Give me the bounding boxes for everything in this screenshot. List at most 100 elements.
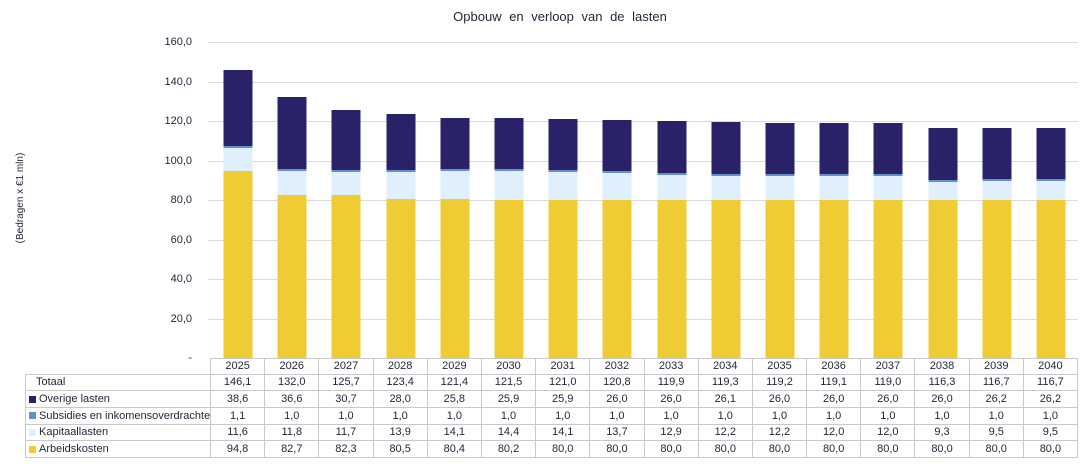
- year-header-cell: 2025: [211, 358, 266, 375]
- y-tick-label: 20,0: [170, 312, 192, 325]
- table-corner-cell: [25, 358, 211, 375]
- table-value-cell: 116,7: [969, 374, 1024, 392]
- bar-segment: [548, 170, 578, 173]
- bar-column-2038: [915, 42, 969, 358]
- bar-segment: [331, 170, 361, 173]
- bar-segment: [386, 171, 416, 200]
- table-value-cell: 80,5: [373, 441, 428, 458]
- table-value-cell: 26,0: [915, 391, 970, 408]
- bar-segment: [982, 179, 1012, 182]
- table-value-cell: 80,4: [427, 441, 482, 458]
- stacked-bar: [928, 128, 958, 358]
- stacked-bar: [657, 121, 687, 358]
- row-label-text: Arbeidskosten: [39, 443, 109, 456]
- gridline: [208, 160, 1078, 162]
- bar-column-2036: [807, 42, 861, 358]
- year-header-cell: 2037: [861, 358, 916, 375]
- bar-segment: [657, 121, 687, 173]
- table-value-cell: 14,1: [536, 424, 591, 442]
- bar-segment: [982, 127, 1012, 180]
- table-value-cell: 1,1: [211, 407, 266, 425]
- table-value-cell: 1,0: [915, 407, 970, 425]
- data-table: 2025 2026 2027 2028 2029 2030 2031 2032 2033 2034…: [25, 358, 1078, 458]
- bar-segment: [873, 174, 903, 177]
- table-value-cell: 121,4: [427, 374, 482, 392]
- table-value-cell: 82,7: [265, 441, 320, 458]
- table-value-cell: 1,0: [373, 407, 428, 425]
- table-value-cell: 146,1: [211, 374, 266, 392]
- gridline: [208, 81, 1078, 83]
- stacked-bar: [440, 118, 470, 358]
- bar-segment: [223, 69, 253, 146]
- bar-segment: [494, 199, 524, 358]
- table-value-cell: 121,0: [536, 374, 591, 392]
- stacked-bar: [494, 118, 524, 358]
- table-value-cell: 80,2: [481, 441, 537, 458]
- bar-segment: [873, 176, 903, 200]
- year-header-cell: 2031: [536, 358, 591, 375]
- row-label-text: Kapitaallasten: [39, 426, 109, 439]
- table-value-cell: 9,5: [969, 424, 1024, 442]
- table-value-cell: 119,0: [861, 374, 916, 392]
- table-row-label: Arbeidskosten: [25, 441, 211, 458]
- bar-segment: [765, 122, 795, 174]
- stacked-bar: [873, 123, 903, 358]
- table-value-cell: 11,6: [211, 424, 266, 442]
- year-header-cell: 2030: [481, 358, 537, 375]
- stacked-bar: [819, 123, 849, 358]
- table-value-cell: 80,0: [698, 441, 753, 458]
- table-value-cell: 80,0: [915, 441, 970, 458]
- table-value-cell: 80,0: [807, 441, 862, 458]
- table-value-cell: 80,0: [752, 441, 808, 458]
- table-value-cell: 9,3: [915, 424, 970, 442]
- table-value-cell: 80,0: [861, 441, 916, 458]
- bar-column-2025: [211, 42, 265, 358]
- bar-column-2029: [428, 42, 482, 358]
- bar-segment: [602, 200, 632, 358]
- bar-segment: [711, 175, 741, 200]
- table-value-cell: 38,6: [211, 391, 266, 408]
- stacked-bar: [277, 97, 307, 358]
- bar-segment: [440, 118, 470, 170]
- table-value-cell: 120,8: [590, 374, 645, 392]
- row-label-text: Subsidies en inkomensoverdrachten: [39, 409, 211, 422]
- table-value-cell: 1,0: [427, 407, 482, 425]
- bar-segment: [765, 173, 795, 176]
- bar-segment: [765, 175, 795, 200]
- bar-column-2037: [861, 42, 915, 358]
- year-header-cell: 2033: [644, 358, 699, 375]
- table-row-label: Subsidies en inkomensoverdrachten: [25, 407, 211, 425]
- year-header-cell: 2040: [1023, 358, 1078, 375]
- bar-segment: [277, 97, 307, 170]
- stacked-bar: [223, 69, 253, 358]
- y-tick-label: -: [188, 352, 192, 364]
- stacked-bar: [548, 119, 578, 358]
- table-value-cell: 13,9: [373, 424, 428, 442]
- table-value-cell: 80,0: [969, 441, 1024, 458]
- bar-segment: [657, 174, 687, 200]
- bar-segment: [873, 200, 903, 358]
- gridline: [208, 318, 1078, 320]
- table-value-cell: 1,0: [536, 407, 591, 425]
- bar-segment: [819, 200, 849, 358]
- bar-segment: [982, 181, 1012, 200]
- table-value-cell: 26,2: [969, 391, 1024, 408]
- stacked-bar: [331, 109, 361, 358]
- stacked-bar: [1036, 127, 1066, 358]
- stacked-bar: [982, 127, 1012, 358]
- stacked-bar: [765, 122, 795, 358]
- bar-segment: [765, 200, 795, 358]
- y-tick-label: 60,0: [170, 233, 192, 246]
- year-header-cell: 2038: [915, 358, 970, 375]
- year-header-cell: 2035: [752, 358, 808, 375]
- bar-segment: [982, 200, 1012, 358]
- bar-segment: [1036, 200, 1066, 358]
- legend-swatch: [29, 428, 36, 436]
- table-value-cell: 119,3: [698, 374, 753, 392]
- bar-segment: [928, 200, 958, 358]
- bar-segment: [223, 145, 253, 148]
- stacked-bar: [602, 119, 632, 358]
- table-value-cell: 1,0: [969, 407, 1024, 425]
- legend-swatch: [29, 445, 36, 453]
- bar-segment: [819, 174, 849, 177]
